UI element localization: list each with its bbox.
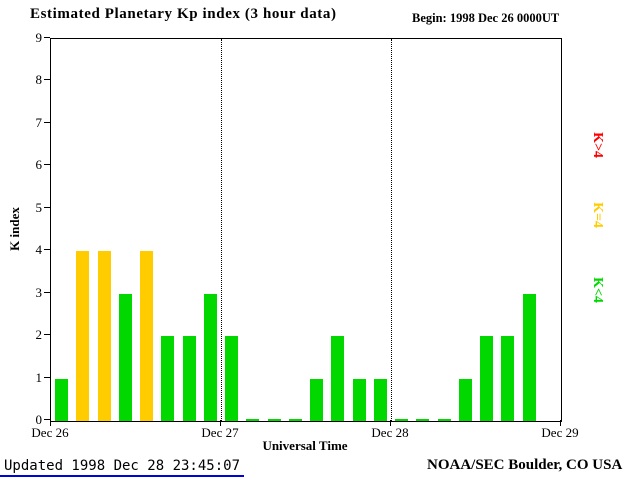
y-tick-label: 3 — [35, 284, 43, 300]
x-tick-label: Dec 29 — [541, 425, 579, 440]
kp-bar — [416, 419, 430, 421]
y-tick-mark — [44, 37, 50, 38]
credit-label: NOAA/SEC Boulder, CO USA — [427, 457, 623, 473]
x-tick-mark — [560, 420, 561, 426]
kp-bar — [55, 378, 68, 421]
legend-item: K=4 — [590, 202, 605, 228]
y-tick-mark — [44, 249, 50, 251]
chart-title: Estimated Planetary Kp index (3 hour dat… — [30, 6, 337, 22]
kp-bar — [267, 419, 281, 421]
x-tick-mark — [390, 420, 391, 426]
y-tick-label: 2 — [35, 327, 43, 343]
y-tick-mark — [44, 164, 50, 166]
legend-item: K<4 — [590, 277, 605, 303]
kp-bar — [395, 419, 408, 421]
y-tick-mark — [44, 291, 50, 293]
y-tick-label: 0 — [35, 412, 43, 427]
x-tick-label: Dec 27 — [201, 425, 239, 440]
kp-bar — [140, 251, 153, 421]
kp-bar — [161, 336, 175, 421]
kp-bar — [97, 251, 111, 421]
x-tick-mark — [50, 420, 51, 426]
x-axis-label: Universal Time — [262, 438, 348, 453]
y-tick-label: 1 — [35, 369, 43, 385]
kp-bar — [331, 336, 345, 421]
day-gridline — [221, 39, 222, 421]
y-tick-label: 4 — [35, 242, 43, 258]
y-tick-mark — [44, 121, 50, 123]
kp-bar — [437, 419, 451, 421]
kp-bar — [352, 378, 366, 421]
day-gridline — [391, 39, 392, 421]
x-tick-mark — [220, 420, 221, 426]
kp-bar — [310, 378, 323, 421]
y-tick-label: 7 — [35, 114, 43, 130]
x-tick-label: Dec 26 — [31, 425, 69, 440]
kp-bar — [225, 336, 238, 421]
y-tick-mark — [44, 419, 50, 420]
footer-divider — [0, 475, 244, 477]
y-tick-mark — [44, 206, 50, 208]
begin-annotation: Begin: 1998 Dec 26 0000UT — [412, 11, 560, 25]
kp-bar — [203, 293, 217, 421]
legend-item: K>4 — [590, 132, 605, 158]
y-tick-label: 9 — [35, 30, 43, 45]
plot-area — [50, 38, 562, 422]
x-tick-label: Dec 28 — [371, 425, 409, 440]
y-tick-mark — [44, 376, 50, 378]
kp-bar — [118, 293, 132, 421]
y-tick-label: 5 — [35, 199, 43, 215]
updated-timestamp: Updated 1998 Dec 28 23:45:07 — [4, 458, 241, 474]
kp-bar — [246, 419, 260, 421]
kp-bar — [288, 419, 302, 421]
y-tick-mark — [44, 79, 50, 81]
kp-bar — [501, 336, 515, 421]
y-tick-label: 6 — [35, 157, 43, 173]
y-axis-label: K index — [7, 207, 22, 251]
y-tick-mark — [44, 334, 50, 336]
kp-bar — [182, 336, 196, 421]
y-tick-label: 8 — [35, 72, 43, 88]
kp-bar — [76, 251, 90, 421]
kp-bar — [480, 336, 493, 421]
kp-bar — [458, 378, 472, 421]
kp-bar — [373, 378, 387, 421]
kp-bar — [522, 293, 536, 421]
